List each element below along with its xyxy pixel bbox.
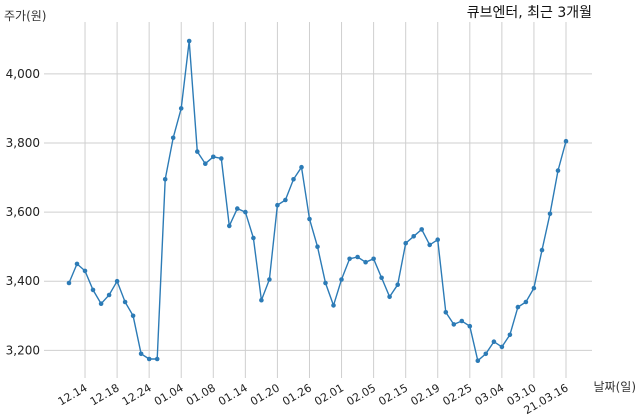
data-point — [82, 268, 88, 274]
data-point — [170, 135, 176, 141]
data-point — [98, 301, 104, 307]
x-tick-label: 12.14 — [56, 381, 90, 408]
y-tick-label: 3,200 — [6, 343, 40, 357]
data-point — [483, 351, 489, 357]
data-point — [267, 277, 272, 282]
data-point — [443, 310, 449, 315]
data-point — [371, 256, 376, 262]
data-point — [283, 197, 288, 203]
data-point — [555, 168, 561, 173]
data-point — [146, 356, 152, 362]
data-point — [291, 177, 296, 182]
data-point — [507, 332, 513, 338]
x-tick-label: 02.15 — [376, 381, 410, 408]
data-point — [467, 323, 473, 329]
data-point — [227, 223, 232, 229]
x-tick-label: 02.25 — [441, 381, 475, 408]
data-point — [379, 275, 384, 281]
data-point — [74, 261, 80, 267]
data-point — [515, 304, 521, 310]
data-point — [186, 38, 192, 44]
x-tick-label: 01.20 — [248, 381, 282, 408]
x-tick-label: 01.26 — [280, 381, 314, 408]
y-tick-label: 3,800 — [6, 136, 40, 150]
x-tick-label: 01.04 — [152, 381, 186, 408]
data-point — [315, 244, 320, 249]
data-point — [114, 278, 120, 284]
data-point — [531, 285, 537, 291]
data-point — [243, 209, 248, 215]
x-axis-ticks: 12.1412.1812.2401.0401.0801.1401.2001.26… — [56, 381, 571, 417]
y-tick-label: 4,000 — [6, 67, 40, 81]
x-tick-label: 02.01 — [312, 381, 346, 408]
data-point — [138, 351, 144, 357]
data-point — [435, 237, 441, 242]
data-point — [130, 313, 136, 319]
data-point — [427, 242, 433, 248]
y-axis-label: 주가(원) — [4, 9, 46, 23]
data-point — [211, 154, 216, 160]
data-point — [419, 227, 425, 232]
y-axis-ticks: 3,200 3,400 3,600 3,800 4,000 — [6, 67, 40, 358]
data-point — [162, 177, 168, 182]
data-point — [475, 358, 481, 364]
data-point — [178, 106, 184, 111]
x-tick-label: 03.04 — [473, 381, 507, 408]
grid-lines — [44, 22, 592, 378]
data-point — [499, 344, 505, 350]
x-axis-label: 날짜(일) — [594, 380, 636, 394]
x-tick-label: 02.19 — [408, 381, 442, 408]
data-point — [355, 254, 360, 260]
data-point — [387, 294, 392, 300]
series-points — [66, 38, 569, 364]
x-tick-label: 02.05 — [344, 381, 378, 408]
data-point — [403, 240, 409, 246]
data-point — [563, 138, 569, 144]
data-point — [539, 247, 545, 253]
data-point — [195, 149, 200, 154]
data-point — [347, 256, 352, 262]
data-point — [235, 206, 240, 211]
data-point — [66, 280, 72, 286]
series-line — [68, 40, 567, 362]
data-point — [299, 164, 304, 170]
data-point — [547, 211, 553, 217]
y-tick-label: 3,600 — [6, 205, 40, 219]
data-point — [331, 303, 336, 308]
data-point — [251, 235, 256, 241]
data-point — [219, 156, 224, 161]
data-point — [275, 202, 280, 208]
data-point — [411, 234, 417, 239]
data-point — [339, 277, 344, 282]
data-point — [90, 287, 96, 293]
x-tick-label: 12.18 — [88, 381, 122, 408]
data-point — [106, 292, 112, 298]
data-point — [363, 259, 368, 265]
x-tick-label: 01.08 — [184, 381, 218, 408]
x-tick-label: 01.14 — [216, 381, 250, 408]
data-point — [451, 322, 457, 327]
data-point — [459, 318, 465, 324]
data-point — [259, 297, 264, 303]
data-point — [307, 216, 312, 222]
data-point — [203, 161, 208, 166]
y-tick-label: 3,400 — [6, 274, 40, 288]
chart-title: 큐브엔터, 최근 3개월 — [467, 5, 592, 21]
data-point — [122, 299, 128, 305]
data-point — [523, 299, 529, 305]
data-point — [491, 339, 497, 345]
x-tick-label: 12.24 — [120, 381, 154, 408]
data-point — [395, 282, 401, 288]
data-point — [323, 280, 328, 286]
data-point — [154, 356, 160, 362]
